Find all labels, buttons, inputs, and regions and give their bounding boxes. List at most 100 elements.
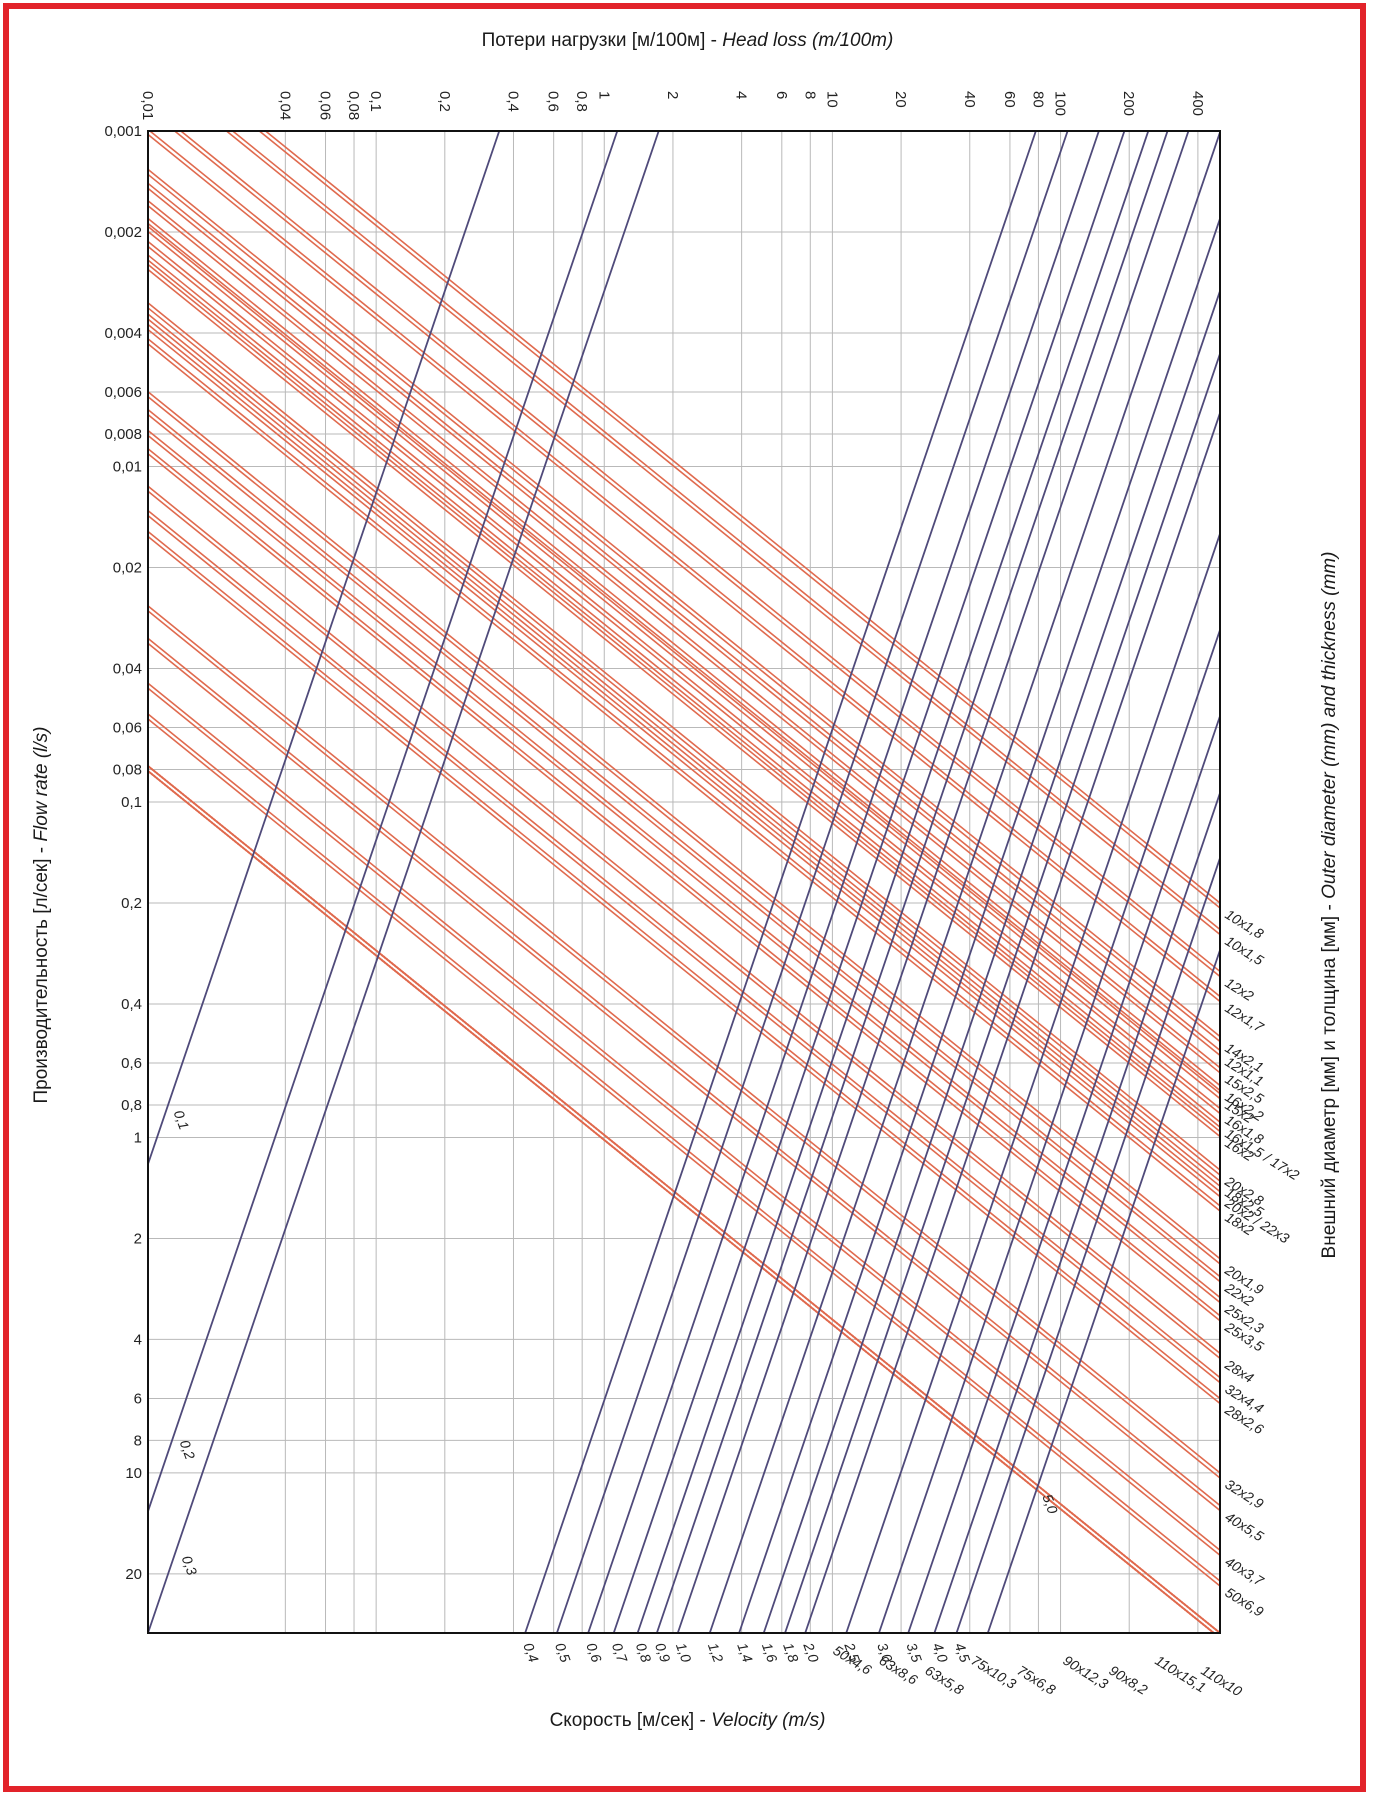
- plot-border: [147, 130, 1221, 1634]
- velocity-axis-label: 2,5: [841, 1640, 863, 1665]
- flow-rate-tick-label: 0,02: [113, 559, 142, 576]
- head-loss-tick-label: 0,08: [345, 91, 362, 120]
- head-loss-tick-label: 10: [823, 91, 840, 108]
- velocity-labels: 0,10,20,35,00,4 0,5 0,6 0,7 0,80,9 1,0 1,2 1,4 1…: [171, 1108, 1061, 1666]
- pipe-line: [147, 302, 1221, 1171]
- velocity-line: [587, 130, 1100, 1634]
- flow-rate-tick-label: 1: [134, 1129, 142, 1146]
- velocity-axis-label: 1,0: [673, 1641, 695, 1665]
- velocity-line: [655, 130, 1169, 1634]
- velocity-inline-label: 0,3: [179, 1553, 201, 1577]
- pipe-line: [147, 254, 1221, 1123]
- velocity-line: [762, 290, 1221, 1634]
- flow-rate-tick-label: 10: [125, 1465, 142, 1482]
- pipe-line: [147, 245, 1221, 1115]
- pipe-line: [147, 453, 1221, 1322]
- pipe-line: [147, 318, 1221, 1187]
- velocity-line: [676, 130, 1190, 1634]
- flow-rate-tick-label: 4: [134, 1331, 142, 1348]
- pipe-line: [147, 448, 1221, 1317]
- pipe-label: 32x2,9: [1222, 1476, 1266, 1512]
- pipe-line: [147, 396, 1221, 1265]
- flow-rate-tick-labels: 0,001 0,002 0,004 0,006 0,008 0,01 0,02 0,04 0,0…: [104, 123, 142, 1583]
- flow-rate-tick-label: 0,01: [113, 458, 142, 475]
- pipe-line: [147, 259, 1221, 1128]
- pipe-line: [147, 510, 1221, 1379]
- pipe-line: [147, 168, 1221, 1038]
- velocity-line: [933, 792, 1221, 1634]
- pipe-line: [147, 222, 1221, 1092]
- pipe-line: [147, 718, 1221, 1587]
- velocity-title-sep: -: [694, 1710, 712, 1731]
- velocity-axis-label: 3,0: [874, 1641, 896, 1665]
- pipe-line: [147, 343, 1221, 1212]
- pipe-label: 90x12,3: [1060, 1652, 1111, 1692]
- pipe-line: [147, 682, 1221, 1551]
- pipe-line: [265, 130, 1221, 904]
- flow-rate-tick-label: 0,004: [104, 325, 142, 342]
- flow-rate-tick-label: 0,08: [113, 761, 142, 778]
- head-loss-tick-label: 400: [1189, 91, 1206, 116]
- pipe-line: [147, 217, 1221, 1087]
- pipe-label: 40x5,5: [1222, 1508, 1266, 1544]
- velocity-axis-label: 1,2: [705, 1641, 727, 1665]
- pipe-lines: [147, 130, 1221, 1634]
- velocity-axis-title: Скорость [м/сек] - Velocity (m/s): [0, 1710, 1375, 1732]
- pipe-line: [147, 687, 1221, 1556]
- velocity-axis-label: 0,4: [520, 1641, 542, 1665]
- pipe-line: [147, 187, 1221, 1056]
- flow-rate-tick-label: 0,6: [121, 1055, 142, 1072]
- pipe-line: [147, 263, 1221, 1133]
- pipe-line: [147, 642, 1221, 1512]
- flow-rate-tick-label: 0,001: [104, 123, 142, 140]
- pipe-line: [147, 485, 1221, 1354]
- pipe-label: 63x5,8: [922, 1662, 966, 1698]
- pipe-line: [147, 133, 1221, 1003]
- velocity-line: [147, 130, 619, 1512]
- head-loss-tick-label: 20: [892, 91, 909, 108]
- head-loss-tick-label: 0,01: [139, 91, 156, 120]
- velocity-line: [612, 130, 1126, 1634]
- pipe-line: [149, 130, 1221, 998]
- pipe-line: [147, 307, 1221, 1176]
- flow-rate-tick-label: 0,008: [104, 426, 142, 443]
- velocity-line: [524, 130, 1037, 1634]
- pipe-line: [147, 713, 1221, 1582]
- flow-rate-tick-label: 2: [134, 1230, 142, 1247]
- velocity-title-en: Velocity (m/s): [711, 1710, 826, 1731]
- pipe-label: 75x6,8: [1014, 1662, 1058, 1698]
- head-loss-tick-label: 100: [1052, 91, 1069, 116]
- pipe-line: [232, 130, 1221, 931]
- head-loss-title-en: Head loss (m/100m): [722, 30, 894, 51]
- head-loss-tick-label: 0,2: [436, 91, 453, 112]
- velocity-axis-label: 0,9: [652, 1641, 674, 1665]
- pipe-line: [147, 515, 1221, 1384]
- pipe-line: [147, 173, 1221, 1043]
- pipe-label: 90x8,2: [1106, 1662, 1150, 1698]
- velocity-line: [556, 130, 1069, 1634]
- velocity-lines: [147, 130, 1221, 1634]
- flow-rate-tick-label: 0,4: [121, 996, 142, 1013]
- velocity-line: [845, 533, 1221, 1634]
- pipe-line: [147, 605, 1221, 1474]
- head-loss-tick-label: 0,8: [573, 91, 590, 112]
- pipe-line: [147, 637, 1221, 1507]
- velocity-line: [147, 130, 501, 1165]
- pipe-line: [147, 434, 1221, 1304]
- velocity-axis-label: 4,0: [930, 1641, 952, 1665]
- velocity-line: [878, 629, 1221, 1634]
- flow-rate-tick-label: 0,1: [121, 794, 142, 811]
- pipe-line: [147, 200, 1221, 1069]
- flow-rate-tick-label: 0,002: [104, 224, 142, 241]
- pipe-label: 28x4: [1222, 1356, 1257, 1386]
- head-loss-tick-label: 0,1: [367, 91, 384, 112]
- head-loss-tick-label: 0,04: [276, 91, 293, 120]
- pipe-line: [147, 240, 1221, 1110]
- velocity-axis-label: 1,4: [734, 1641, 756, 1665]
- head-loss-tick-label: 80: [1029, 91, 1046, 108]
- head-loss-axis-title: Потери нагрузки [м/100м] - Head loss (m/…: [0, 30, 1375, 52]
- velocity-axis-label: 4,5: [952, 1641, 974, 1665]
- flow-rate-tick-label: 8: [134, 1432, 142, 1449]
- velocity-line: [907, 715, 1221, 1634]
